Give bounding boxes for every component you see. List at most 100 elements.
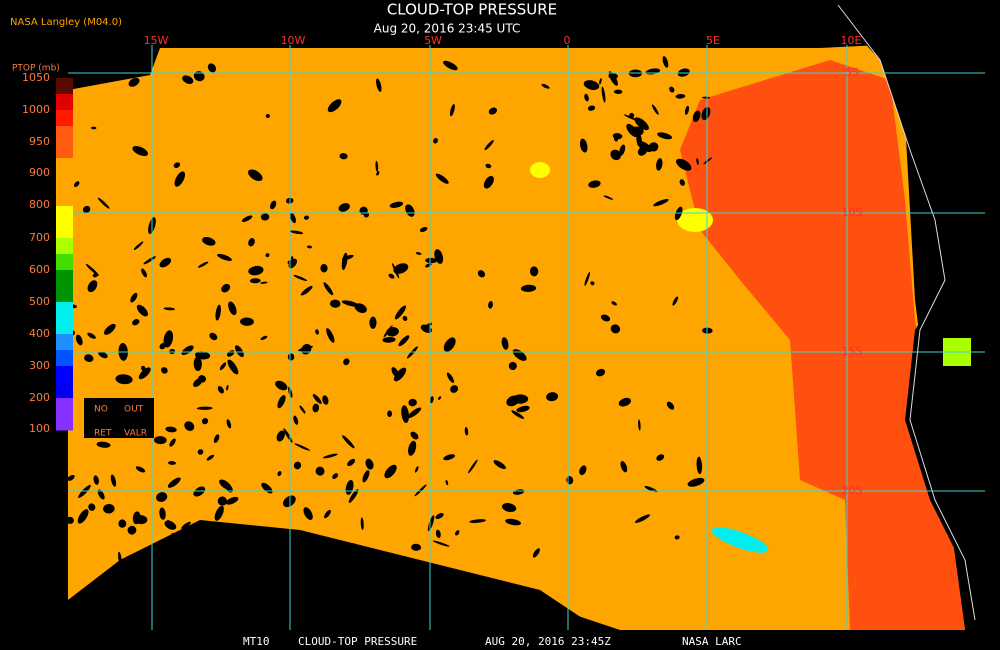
clear-patch [275,380,288,391]
clear-patch [468,459,478,474]
clear-patch [590,281,595,286]
clear-patch [327,99,342,113]
clear-patch [326,328,335,343]
clear-patch [484,140,494,151]
clear-patch [341,252,348,271]
clear-patch [662,56,669,68]
clear-patch [407,407,422,419]
legend-band [56,78,73,95]
clear-patch [541,83,550,89]
clear-patch [610,149,621,161]
clear-patch [608,73,619,79]
clear-patch [306,245,313,249]
legend-band [56,254,73,271]
clear-patch [96,441,111,448]
clear-patch [584,271,591,286]
clear-patch [67,474,75,481]
clear-patch [618,397,631,407]
clear-patch [241,215,253,223]
clear-patch [464,427,469,436]
legend-band [56,110,73,127]
clear-patch [104,323,116,335]
clear-patch [675,94,686,99]
latitude-label: 10S [842,206,863,219]
clear-patch [362,470,370,483]
clear-patch [411,543,422,551]
clear-patch [260,213,270,221]
legend-tick-label: 950 [29,135,50,148]
clear-patch [141,365,146,371]
clear-patch [181,521,191,529]
clear-patch [620,461,628,473]
clear-patch [393,367,407,382]
clear-patch [410,431,419,440]
clear-patch [391,367,399,378]
clear-patch [303,215,310,220]
clear-patch [235,345,244,358]
clear-patch [201,418,209,425]
clear-patch [321,536,328,543]
clear-patch [600,314,611,322]
clear-patch [529,266,539,277]
graticule [68,45,985,630]
clear-patch [312,403,320,413]
longitude-label: 15W [144,34,169,47]
clear-patch [159,257,172,268]
clear-patch [376,171,380,176]
clear-patch [283,495,296,508]
legend-tick-label: 500 [29,295,50,308]
legend-band [56,238,73,255]
legend-band [56,286,73,303]
clear-patch [674,535,680,540]
clear-patch [488,107,498,115]
clear-patch [163,307,175,311]
clear-patch [415,252,422,255]
clear-patch [516,405,530,413]
subtitle: Aug 20, 2016 23:45 UTC [374,22,521,36]
clear-patch [90,126,97,130]
clear-patch [427,515,435,532]
clear-patch [130,292,138,303]
clear-patch [315,466,325,476]
legend-band [56,142,73,159]
clear-patch [419,226,428,233]
clear-patch [676,158,692,171]
clear-patch [217,496,227,506]
clear-patch [343,358,350,366]
legend-tick-label: 300 [29,359,50,372]
clear-patch [209,332,218,341]
clear-patch [388,273,395,279]
clear-patch [501,337,509,350]
clear-patch [512,394,529,404]
clear-patch [248,265,264,276]
clear-patch [255,553,266,564]
clear-patch [66,516,74,524]
clear-patch [270,200,277,210]
land-region [830,0,985,630]
clear-patch [260,335,268,341]
longitude-label: 5E [706,34,720,47]
clear-patch [398,335,410,347]
clear-patch [387,410,393,418]
clear-patch [87,332,96,339]
legend-band [56,158,73,175]
clear-patch [198,375,207,383]
footer-label: CLOUD-TOP PRESSURE [298,635,417,648]
clear-patch [143,256,156,265]
source-label: NASA Langley (M04.0) [10,17,122,28]
clear-patch [173,162,181,168]
longitude-label: 10E [841,34,862,47]
clear-patch [382,336,396,343]
clear-patch [393,263,409,274]
clear-patch [445,480,449,486]
clear-patch [88,503,96,511]
clear-patch [277,471,282,477]
clear-patch [679,179,685,186]
latitude-label: 20S [842,484,863,497]
clear-patch [443,454,456,461]
clear-patch [435,529,441,539]
clear-patch [657,132,672,140]
clear-patch [315,329,319,335]
